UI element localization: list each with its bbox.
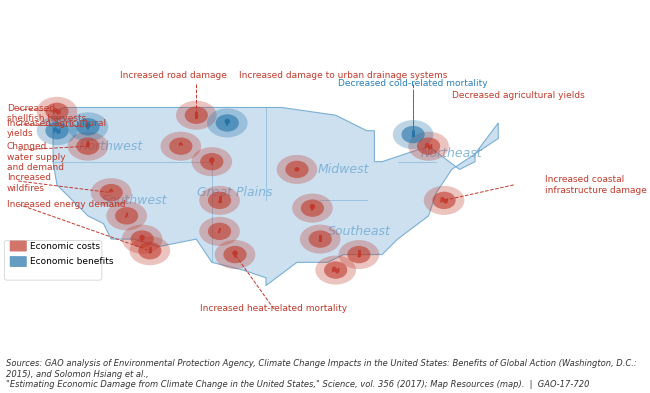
Ellipse shape bbox=[36, 116, 77, 145]
Ellipse shape bbox=[339, 240, 379, 269]
Ellipse shape bbox=[200, 153, 224, 171]
Ellipse shape bbox=[402, 126, 424, 143]
Ellipse shape bbox=[408, 132, 449, 161]
Ellipse shape bbox=[76, 118, 99, 136]
Ellipse shape bbox=[292, 194, 333, 222]
Text: Southwest: Southwest bbox=[101, 194, 167, 207]
Ellipse shape bbox=[131, 230, 154, 248]
Ellipse shape bbox=[309, 230, 332, 248]
Ellipse shape bbox=[324, 261, 347, 279]
Text: Increased
wildfires: Increased wildfires bbox=[6, 173, 51, 193]
Polygon shape bbox=[219, 228, 220, 233]
Text: Decreased cold-related mortality: Decreased cold-related mortality bbox=[338, 79, 488, 88]
Text: Decreased agricultural yields: Decreased agricultural yields bbox=[452, 91, 584, 100]
Text: Northwest: Northwest bbox=[79, 140, 143, 152]
Ellipse shape bbox=[208, 222, 231, 240]
Ellipse shape bbox=[169, 138, 192, 155]
Text: Increased energy demand: Increased energy demand bbox=[6, 200, 125, 209]
Ellipse shape bbox=[216, 114, 239, 132]
Text: Economic benefits: Economic benefits bbox=[30, 257, 113, 266]
Text: Changed
water supply
and demand: Changed water supply and demand bbox=[6, 142, 65, 172]
Ellipse shape bbox=[432, 192, 456, 209]
Ellipse shape bbox=[68, 132, 109, 161]
Ellipse shape bbox=[138, 242, 161, 259]
Ellipse shape bbox=[46, 122, 69, 140]
Ellipse shape bbox=[176, 101, 216, 130]
Text: Increased heat-related mortality: Increased heat-related mortality bbox=[200, 304, 347, 312]
Ellipse shape bbox=[115, 207, 138, 224]
Ellipse shape bbox=[424, 186, 464, 215]
Ellipse shape bbox=[207, 108, 248, 138]
Text: Midwest: Midwest bbox=[318, 163, 369, 176]
Ellipse shape bbox=[208, 192, 231, 209]
Ellipse shape bbox=[277, 155, 317, 184]
Ellipse shape bbox=[315, 255, 356, 285]
Ellipse shape bbox=[68, 112, 109, 141]
Ellipse shape bbox=[224, 246, 246, 263]
Ellipse shape bbox=[122, 224, 162, 253]
Text: Southeast: Southeast bbox=[328, 225, 391, 238]
FancyBboxPatch shape bbox=[10, 241, 27, 252]
Ellipse shape bbox=[199, 186, 240, 215]
Text: Great Plains: Great Plains bbox=[198, 186, 273, 199]
Ellipse shape bbox=[301, 199, 324, 217]
Ellipse shape bbox=[46, 103, 69, 120]
Circle shape bbox=[318, 239, 322, 242]
Text: Increased coastal
infrastructure damage: Increased coastal infrastructure damage bbox=[545, 175, 647, 195]
Ellipse shape bbox=[199, 217, 240, 246]
Ellipse shape bbox=[161, 132, 201, 161]
Circle shape bbox=[358, 255, 360, 257]
Ellipse shape bbox=[36, 97, 77, 126]
Ellipse shape bbox=[192, 147, 232, 176]
Polygon shape bbox=[179, 142, 183, 145]
Text: Economic costs: Economic costs bbox=[30, 242, 100, 251]
Ellipse shape bbox=[300, 224, 341, 253]
Ellipse shape bbox=[285, 161, 309, 178]
Ellipse shape bbox=[76, 138, 99, 155]
Polygon shape bbox=[295, 168, 299, 171]
Ellipse shape bbox=[347, 246, 370, 263]
Ellipse shape bbox=[214, 240, 255, 269]
Polygon shape bbox=[53, 107, 499, 286]
Circle shape bbox=[86, 145, 90, 148]
Ellipse shape bbox=[185, 107, 208, 124]
Ellipse shape bbox=[99, 184, 123, 201]
FancyBboxPatch shape bbox=[10, 256, 27, 267]
Circle shape bbox=[218, 200, 221, 203]
Ellipse shape bbox=[417, 138, 440, 155]
Ellipse shape bbox=[393, 120, 434, 149]
Text: Decreased
shellfish harvests: Decreased shellfish harvests bbox=[6, 104, 86, 123]
Ellipse shape bbox=[107, 201, 147, 230]
Text: Sources: GAO analysis of Environmental Protection Agency, Climate Change Impacts: Sources: GAO analysis of Environmental P… bbox=[6, 359, 637, 389]
Ellipse shape bbox=[91, 178, 131, 207]
FancyBboxPatch shape bbox=[5, 241, 102, 280]
Text: Increased damage to urban drainage systems: Increased damage to urban drainage syste… bbox=[239, 72, 448, 81]
Polygon shape bbox=[110, 189, 112, 192]
Circle shape bbox=[148, 251, 151, 253]
Circle shape bbox=[411, 135, 415, 138]
Ellipse shape bbox=[129, 236, 170, 265]
Text: Northeast: Northeast bbox=[421, 147, 482, 160]
Text: Increased agricultural
yields: Increased agricultural yields bbox=[6, 119, 106, 138]
Polygon shape bbox=[126, 213, 127, 217]
Text: Increased road damage: Increased road damage bbox=[120, 72, 227, 81]
